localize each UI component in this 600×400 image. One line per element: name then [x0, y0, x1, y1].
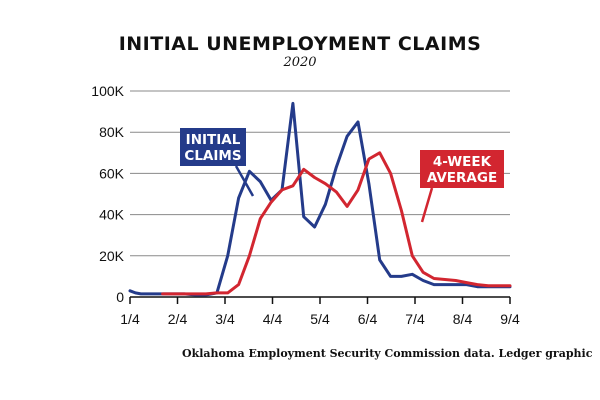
y-tick-label: 20K [99, 248, 125, 264]
initial-claims-callout: INITIAL CLAIMS [180, 128, 255, 197]
x-tick-label: 6/4 [358, 311, 378, 327]
initial-claims-label-line-1: INITIAL [186, 132, 241, 148]
x-axis-ticks: 1/4 2/4 3/4 4/4 5/4 6/4 7/4 8/4 9/4 [120, 297, 520, 327]
x-tick-label: 3/4 [215, 311, 235, 327]
initial-claims-pointer [234, 165, 255, 197]
y-tick-label: 40K [99, 207, 125, 223]
x-tick-label: 2/4 [168, 311, 188, 327]
four-week-average-label-line-2: AVERAGE [427, 170, 497, 186]
four-week-average-pointer [420, 187, 434, 223]
x-tick-label: 8/4 [453, 311, 473, 327]
initial-claims-label-line-2: CLAIMS [184, 148, 241, 164]
x-tick-label: 4/4 [263, 311, 283, 327]
x-tick-label: 7/4 [405, 311, 425, 327]
y-tick-label: 100K [91, 83, 124, 99]
x-tick-label: 5/4 [310, 311, 330, 327]
chart-title: INITIAL UNEMPLOYMENT CLAIMS [118, 33, 482, 55]
four-week-average-callout: 4-WEEK AVERAGE [420, 150, 504, 223]
y-tick-label: 60K [99, 165, 125, 181]
four-week-average-label-line-1: 4-WEEK [433, 154, 492, 170]
series-lines [128, 101, 512, 297]
y-axis-ticks: 0 20K 40K 60K 80K 100K [91, 83, 124, 305]
source-credit: Oklahoma Employment Security Commission … [182, 347, 593, 360]
four-week-average-label-box [420, 150, 504, 188]
y-tick-label: 80K [99, 124, 125, 140]
initial-claims-label-box [180, 128, 246, 166]
four-week-average-line [161, 151, 512, 296]
y-tick-label: 0 [116, 289, 124, 305]
chart-subtitle: 2020 [283, 55, 317, 70]
x-tick-label: 1/4 [120, 311, 140, 327]
x-tick-label: 9/4 [500, 311, 520, 327]
